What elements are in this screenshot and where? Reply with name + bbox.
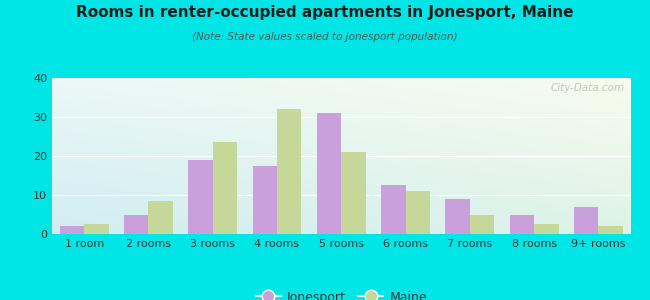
Bar xyxy=(445,199,470,234)
Text: City-Data.com: City-Data.com xyxy=(551,83,625,93)
Bar xyxy=(510,214,534,234)
Bar xyxy=(381,185,406,234)
Bar xyxy=(148,201,173,234)
Bar xyxy=(60,226,84,234)
Text: (Note: State values scaled to Jonesport population): (Note: State values scaled to Jonesport … xyxy=(192,32,458,41)
Legend: Jonesport, Maine: Jonesport, Maine xyxy=(250,286,432,300)
Bar xyxy=(341,152,366,234)
Bar xyxy=(84,224,109,234)
Bar xyxy=(470,214,494,234)
Bar xyxy=(253,166,277,234)
Bar xyxy=(213,142,237,234)
Bar xyxy=(277,109,302,234)
Bar xyxy=(188,160,213,234)
Bar xyxy=(599,226,623,234)
Text: Rooms in renter-occupied apartments in Jonesport, Maine: Rooms in renter-occupied apartments in J… xyxy=(76,4,574,20)
Bar xyxy=(406,191,430,234)
Bar xyxy=(124,214,148,234)
Bar xyxy=(534,224,558,234)
Bar xyxy=(574,207,599,234)
Bar xyxy=(317,113,341,234)
